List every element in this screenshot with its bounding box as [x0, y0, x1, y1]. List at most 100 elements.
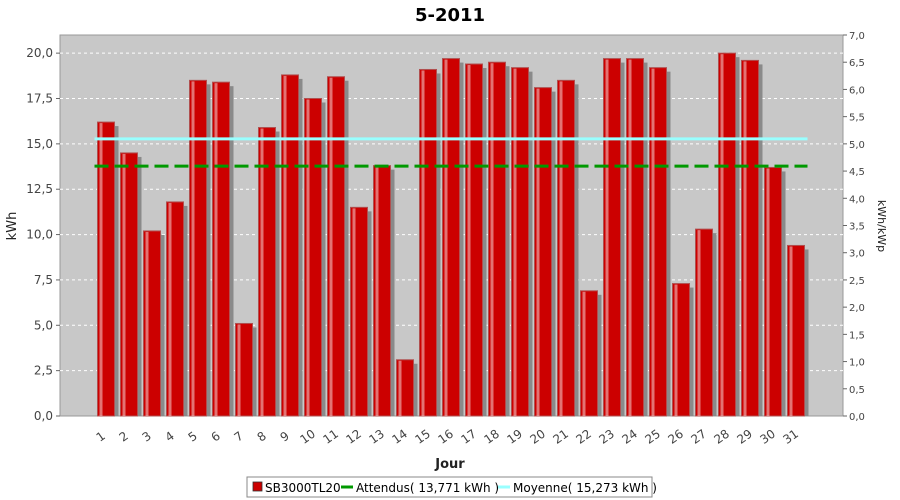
bar-highlight: [283, 75, 287, 417]
bar-highlight: [720, 54, 724, 417]
y-tick-label: 2,5: [34, 364, 53, 378]
x-tick-label: 18: [481, 427, 502, 447]
y2-tick-label: 5,5: [849, 113, 865, 124]
bar-highlight: [398, 360, 402, 416]
bar-highlight: [214, 83, 218, 417]
y-tick-label: 5,0: [34, 318, 53, 332]
x-tick-label: 23: [596, 427, 617, 447]
bar-highlight: [168, 202, 172, 416]
x-tick-label: 4: [163, 429, 177, 445]
bar-highlight: [99, 123, 103, 416]
bar-highlight: [421, 70, 425, 416]
bar: [718, 52, 736, 417]
y-tick-label: 20,0: [26, 46, 53, 60]
bar-highlight: [674, 284, 678, 416]
x-axis-label: Jour: [434, 457, 465, 472]
legend-label-moyenne: Moyenne( 15,273 kWh ): [513, 481, 657, 495]
bar: [235, 322, 253, 417]
y2-tick-label: 6,5: [849, 58, 865, 69]
x-tick-label: 11: [320, 427, 341, 447]
bar: [120, 152, 138, 417]
y2-tick-label: 6,0: [849, 85, 865, 96]
bar: [557, 79, 575, 417]
x-tick-label: 24: [619, 427, 640, 447]
x-tick-label: 31: [780, 427, 801, 447]
x-tick-label: 27: [688, 427, 709, 447]
x-tick-label: 10: [297, 427, 318, 447]
bar: [166, 201, 184, 417]
x-tick-label: 5: [186, 429, 200, 445]
legend-swatch-series: [252, 481, 263, 492]
y2-tick-label: 4,0: [849, 194, 865, 205]
y-axis-label: kWh: [5, 212, 20, 241]
x-tick-label: 6: [209, 429, 223, 445]
y2-axis-ticks: 0,0 0,5 1,0 1,5 2,0 2,5 3,0 3,5 4,0 4,5 5,0 5,5 6,0 6…: [843, 31, 865, 423]
bar: [143, 230, 161, 417]
bar-highlight: [467, 65, 471, 417]
bar-highlight: [697, 230, 701, 416]
y-tick-label: 17,5: [26, 92, 53, 106]
y2-axis-label: kWh/kWp: [875, 200, 888, 252]
bar: [580, 290, 598, 417]
bar-highlight: [743, 61, 747, 417]
bar: [672, 283, 690, 417]
x-tick-label: 12: [343, 427, 364, 447]
bar-highlight: [375, 166, 379, 416]
y-tick-label: 15,0: [26, 137, 53, 151]
y-tick-label: 12,5: [26, 182, 53, 196]
y-tick-label: 7,5: [34, 273, 53, 287]
bar: [511, 67, 529, 417]
x-tick-label: 21: [550, 427, 571, 447]
bar: [97, 121, 115, 417]
bar: [787, 244, 805, 417]
x-tick-label: 29: [734, 427, 755, 447]
x-tick-label: 25: [642, 427, 663, 447]
bar-highlight: [352, 208, 356, 416]
bar-highlight: [559, 81, 563, 416]
bar: [534, 87, 552, 417]
y2-tick-label: 1,5: [849, 330, 865, 341]
bar: [350, 206, 368, 417]
bar: [465, 63, 483, 417]
bar-highlight: [122, 153, 126, 416]
chart-title: 5-2011: [415, 5, 485, 26]
y2-tick-label: 5,0: [849, 140, 865, 151]
bar-highlight: [329, 77, 333, 416]
x-tick-label: 15: [412, 427, 433, 447]
y2-tick-label: 4,5: [849, 167, 865, 178]
x-tick-label: 26: [665, 427, 686, 447]
bar: [281, 74, 299, 417]
x-tick-label: 7: [232, 429, 246, 445]
bar: [649, 67, 667, 417]
x-tick-label: 19: [504, 427, 525, 447]
x-tick-label: 16: [435, 427, 456, 447]
bar: [695, 228, 713, 417]
y2-tick-label: 2,0: [849, 303, 865, 314]
y2-tick-label: 3,5: [849, 222, 865, 233]
x-tick-label: 20: [527, 427, 548, 447]
bar: [258, 127, 276, 417]
x-axis-ticks: 1 2 3 4 5 6 7 8 9 10 11 12 13 14 15 16 17 18 19 20 21 22 23 24 2…: [94, 427, 801, 447]
bar: [626, 58, 644, 417]
bar-highlight: [582, 291, 586, 416]
y-tick-label: 10,0: [26, 228, 53, 242]
y2-tick-label: 2,5: [849, 276, 865, 287]
bar-highlight: [237, 324, 241, 416]
bar-highlight: [306, 99, 310, 416]
bar: [327, 76, 345, 417]
bar-highlight: [191, 81, 195, 416]
bar-highlight: [766, 168, 770, 416]
bar: [189, 79, 207, 417]
y-axis-ticks: 0,0 2,5 5,0 7,5 10,0 12,5 15,0 17,5 20,0: [26, 46, 60, 423]
y-tick-label: 0,0: [34, 409, 53, 423]
x-tick-label: 3: [140, 429, 154, 445]
bar: [741, 59, 759, 417]
bar-highlight: [651, 68, 655, 417]
bar: [603, 58, 621, 417]
bar-highlight: [605, 59, 609, 416]
x-tick-label: 2: [117, 429, 131, 445]
bars: [97, 52, 809, 417]
bar-highlight: [260, 128, 264, 416]
bar: [764, 166, 782, 417]
